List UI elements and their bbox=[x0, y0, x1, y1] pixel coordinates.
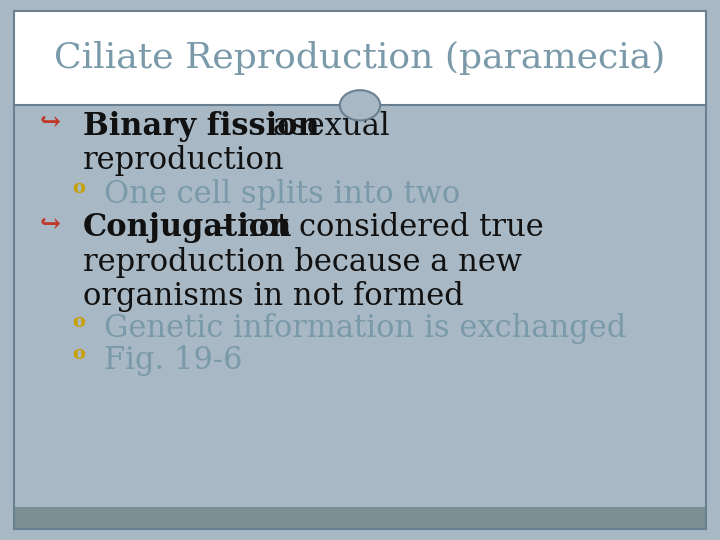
Text: reproduction because a new: reproduction because a new bbox=[83, 247, 522, 278]
Text: reproduction: reproduction bbox=[83, 145, 284, 176]
Text: - not considered true: - not considered true bbox=[209, 212, 544, 243]
Text: ↪: ↪ bbox=[40, 111, 60, 134]
Text: Binary fission: Binary fission bbox=[83, 111, 320, 141]
Text: Ciliate Reproduction (paramecia): Ciliate Reproduction (paramecia) bbox=[54, 41, 666, 75]
Text: Fig. 19-6: Fig. 19-6 bbox=[104, 345, 243, 376]
Text: - asexual: - asexual bbox=[243, 111, 390, 141]
Text: One cell splits into two: One cell splits into two bbox=[104, 179, 461, 210]
Text: o: o bbox=[72, 313, 85, 331]
Text: ↪: ↪ bbox=[40, 212, 60, 236]
Text: organisms in not formed: organisms in not formed bbox=[83, 281, 464, 312]
FancyBboxPatch shape bbox=[14, 507, 706, 529]
Text: o: o bbox=[72, 179, 85, 197]
Circle shape bbox=[340, 90, 380, 120]
Text: o: o bbox=[72, 345, 85, 363]
Text: Conjugation: Conjugation bbox=[83, 212, 292, 243]
Text: Genetic information is exchanged: Genetic information is exchanged bbox=[104, 313, 626, 344]
FancyBboxPatch shape bbox=[14, 11, 706, 105]
